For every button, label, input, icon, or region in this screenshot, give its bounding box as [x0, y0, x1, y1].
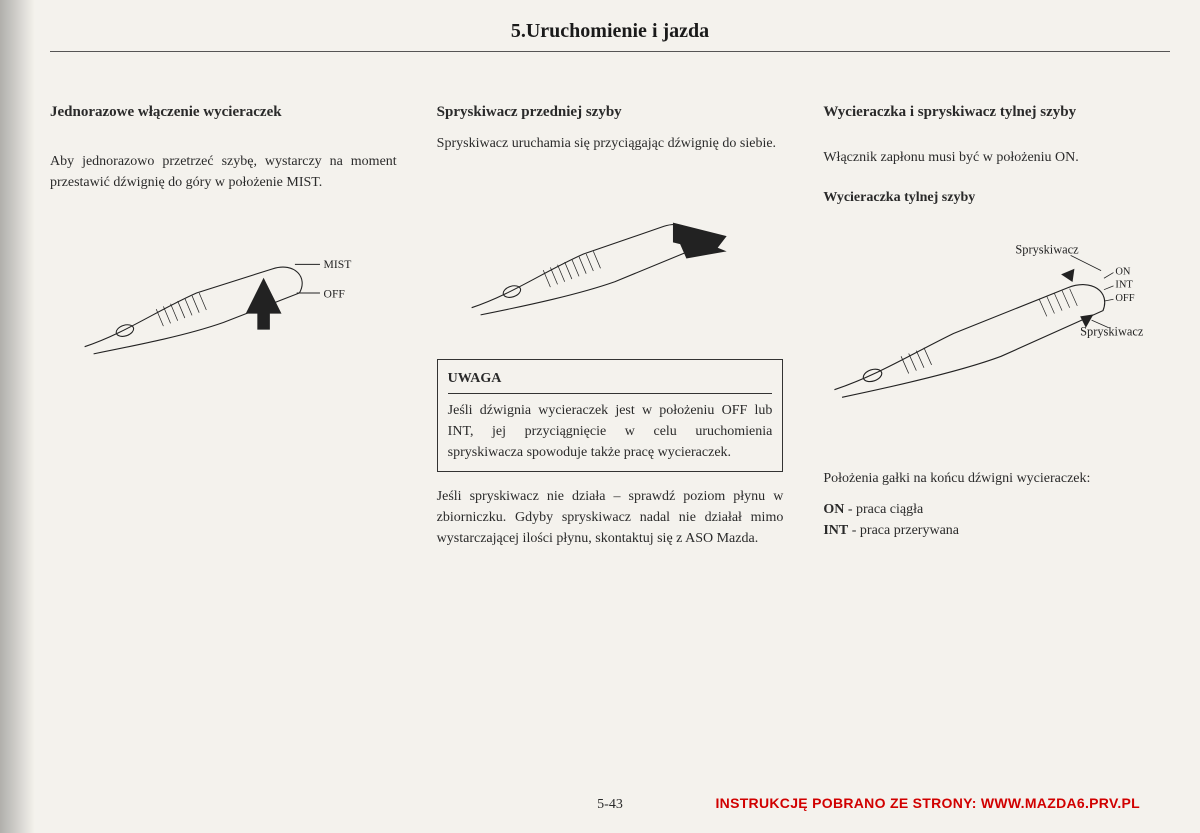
col2-p1: Spryskiwacz uruchamia się przyciągając d… — [437, 133, 784, 154]
note-box: UWAGA Jeśli dźwignia wycieraczek jest w … — [437, 359, 784, 472]
col3-figure: Spryskiwacz ON INT OFF Spryskiwacz — [823, 223, 1170, 423]
col2-p2: Jeśli spryskiwacz nie działa – sprawdź p… — [437, 486, 784, 549]
col3-p1: Włącznik zapłonu musi być w położeniu ON… — [823, 147, 1170, 168]
columns: Jednorazowe włączenie wycieraczek Aby je… — [50, 102, 1170, 559]
col2-heading: Spryskiwacz przedniej szyby — [437, 102, 784, 123]
position-on: ON - praca ciągła — [823, 499, 1170, 520]
fig1-label-off: OFF — [324, 287, 346, 300]
pos-on-key: ON — [823, 502, 844, 517]
scan-shadow — [0, 0, 35, 833]
col2-figure — [437, 169, 784, 339]
column-left: Jednorazowe włączenie wycieraczek Aby je… — [50, 102, 397, 559]
col3-p2: Położenia gałki na końcu dźwigni wyciera… — [823, 468, 1170, 489]
col3-heading: Wycieraczka i spryskiwacz tylnej szyby — [823, 102, 1170, 123]
pos-int-val: - praca przerywana — [848, 523, 959, 538]
note-body: Jeśli dźwignia wycieraczek jest w położe… — [448, 400, 773, 463]
source-watermark: INSTRUKCJĘ POBRANO ZE STRONY: WWW.MAZDA6… — [715, 795, 1140, 811]
pos-on-val: - praca ciągła — [844, 502, 923, 517]
col1-figure: MIST OFF — [50, 208, 397, 378]
fig1-label-mist: MIST — [324, 258, 352, 271]
fig3-top-label: Spryskiwacz — [1016, 242, 1080, 256]
fig3-on: ON — [1116, 266, 1132, 277]
column-middle: Spryskiwacz przedniej szyby Spryskiwacz … — [437, 102, 784, 559]
position-int: INT - praca przerywana — [823, 520, 1170, 541]
pos-int-key: INT — [823, 523, 848, 538]
header-rule — [50, 51, 1170, 52]
col3-subhead: Wycieraczka tylnej szyby — [823, 188, 1170, 208]
fig3-bottom-label: Spryskiwacz — [1080, 324, 1144, 338]
column-right: Wycieraczka i spryskiwacz tylnej szyby W… — [823, 102, 1170, 559]
fig3-off: OFF — [1116, 293, 1135, 304]
col1-heading: Jednorazowe włączenie wycieraczek — [50, 102, 397, 123]
col1-p1: Aby jednorazowo przetrzeć szybę, wystarc… — [50, 151, 397, 193]
manual-page: 5.Uruchomienie i jazda Jednorazowe włącz… — [50, 20, 1170, 813]
note-head: UWAGA — [448, 368, 773, 394]
fig3-int: INT — [1116, 279, 1134, 290]
positions-list: ON - praca ciągła INT - praca przerywana — [823, 499, 1170, 541]
chapter-title: 5.Uruchomienie i jazda — [50, 20, 1170, 43]
